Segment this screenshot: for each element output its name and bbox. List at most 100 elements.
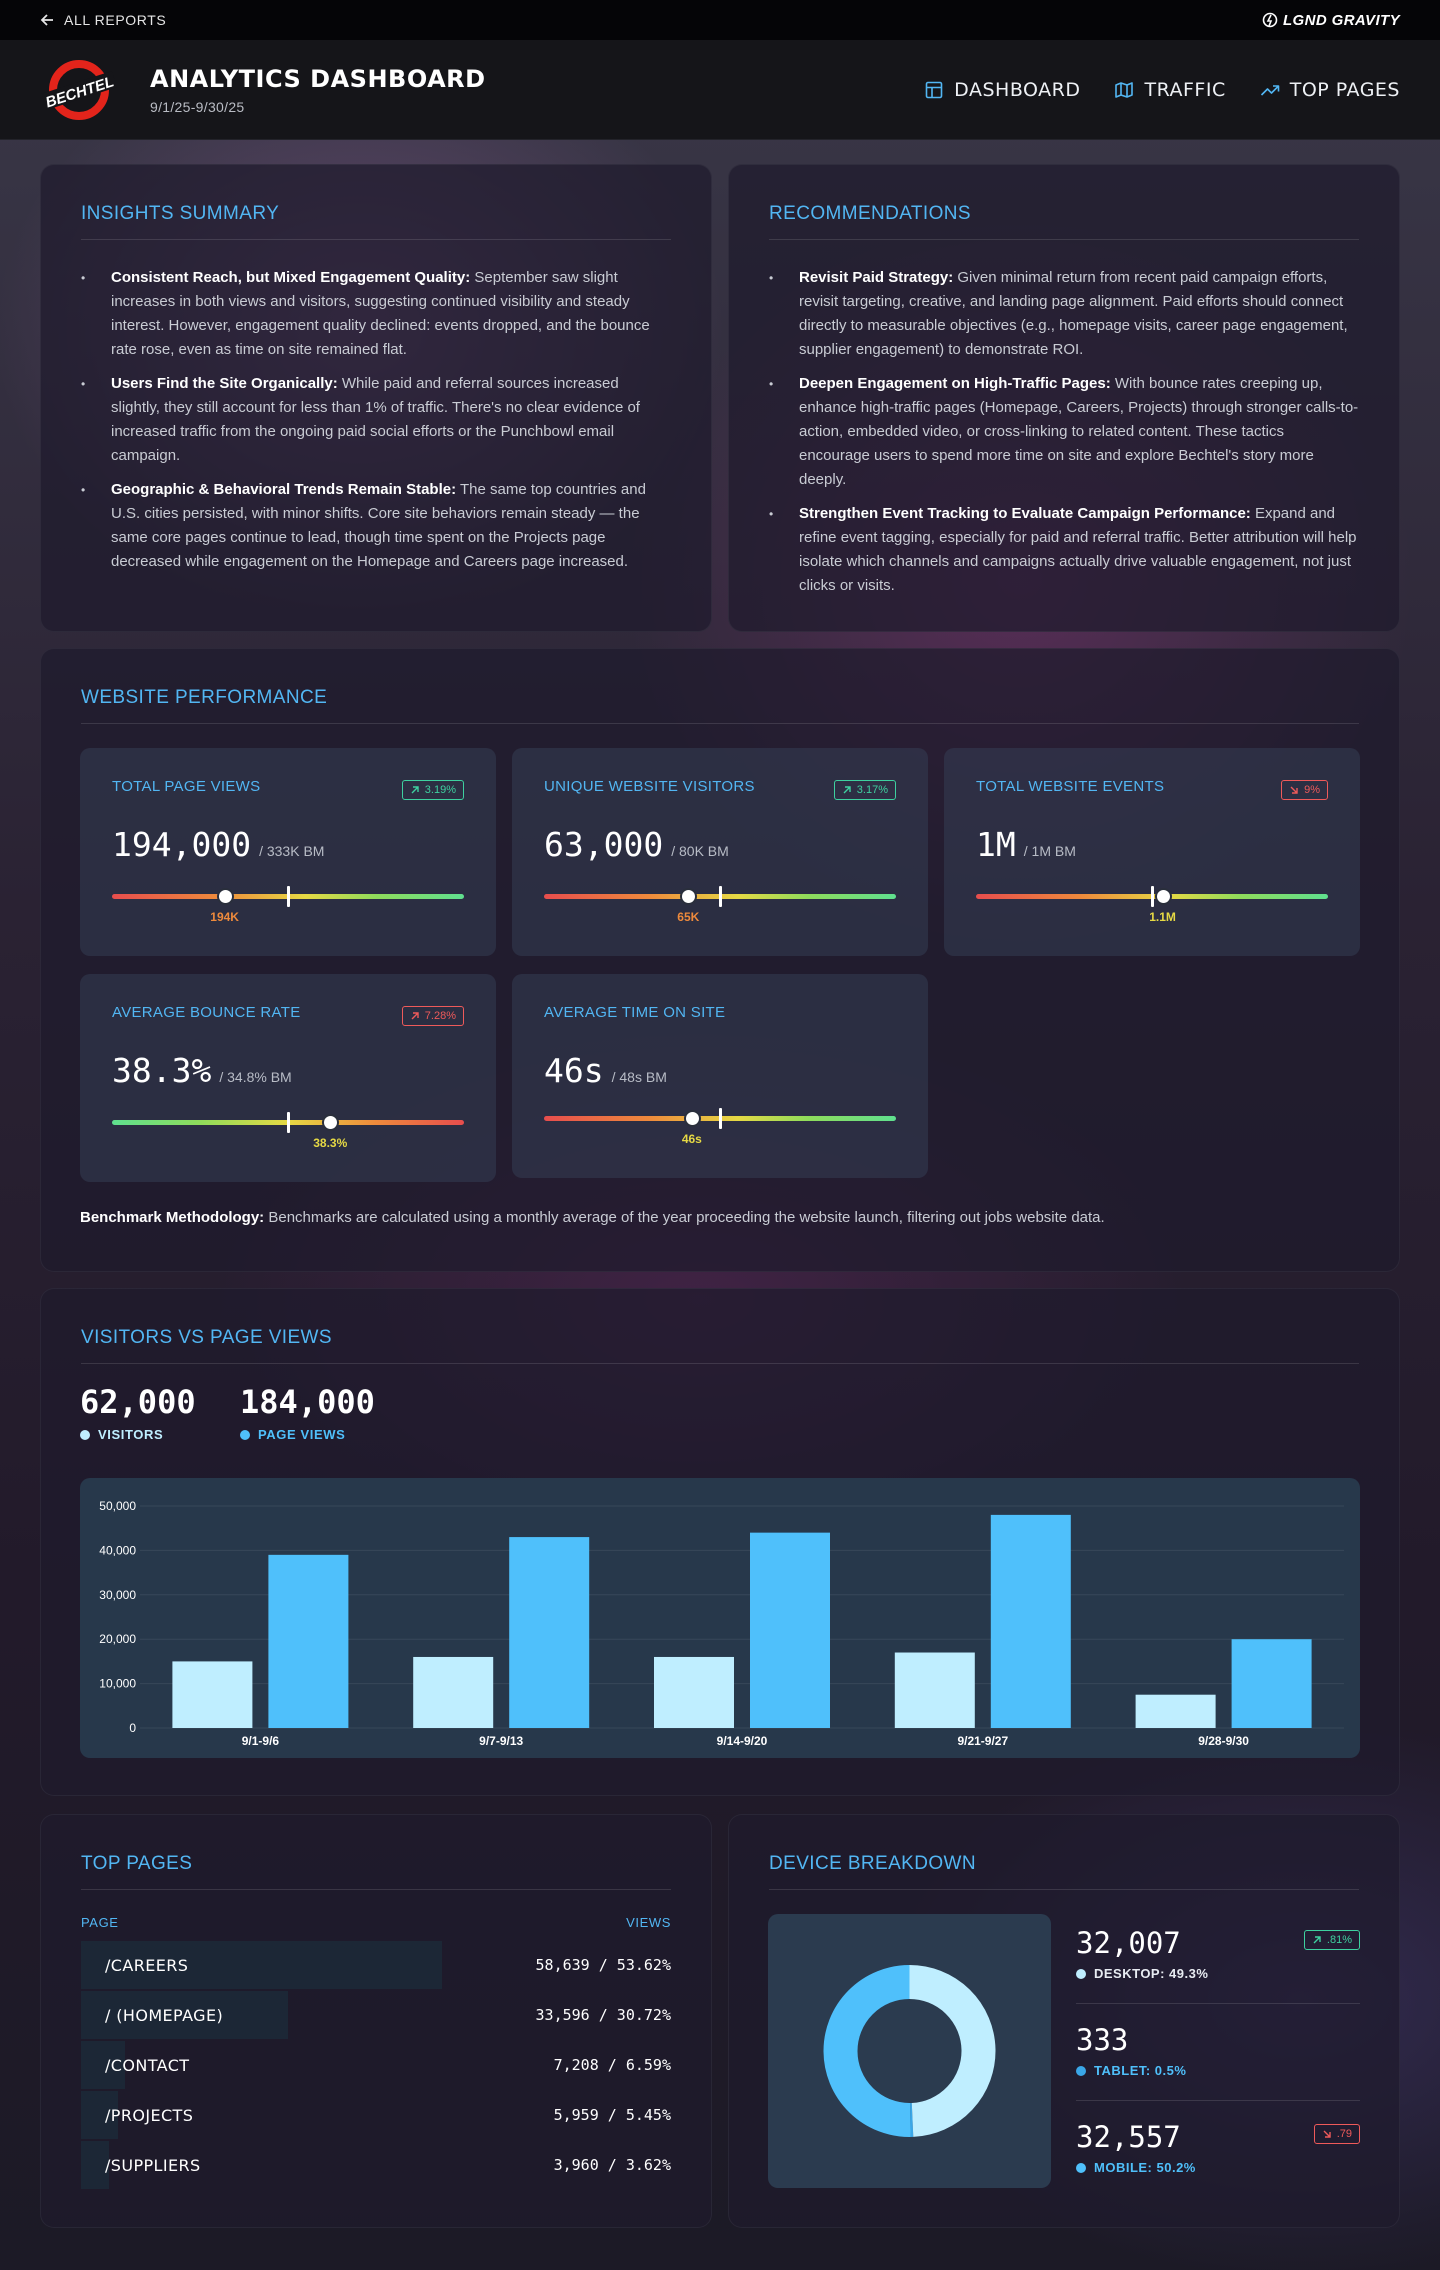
- visitors-bar[interactable]: [1135, 1694, 1216, 1728]
- kpi-label: TOTAL WEBSITE EVENTS: [976, 778, 1165, 795]
- nav-dashboard[interactable]: DASHBOARD: [924, 79, 1080, 101]
- bechtel-logo: BECHTEL: [40, 55, 118, 125]
- gauge-benchmark-marker: [719, 886, 722, 907]
- recommendation-text: With bounce rates creeping up, enhance h…: [799, 375, 1359, 488]
- y-tick-label: 50,000: [99, 1499, 136, 1513]
- kpi-label: AVERAGE TIME ON SITE: [544, 1004, 726, 1021]
- kpi-value: 63,000: [544, 825, 664, 864]
- nav-traffic[interactable]: TRAFFIC: [1114, 79, 1225, 101]
- kpi-delta-value: 7.28%: [424, 1010, 456, 1022]
- arrow-up-right-icon: [1313, 1936, 1321, 1944]
- date-range: 9/1/25-9/30/25: [150, 98, 245, 115]
- desktop-slice[interactable]: [908, 1965, 996, 2137]
- all-reports-link[interactable]: ALL REPORTS: [40, 12, 166, 28]
- page-views-bar[interactable]: [268, 1554, 349, 1728]
- device-value: 333: [1076, 2023, 1129, 2057]
- kpi-gauge: 38.3%: [112, 1112, 464, 1150]
- recommendation-text: Given minimal return from recent paid ca…: [799, 269, 1348, 358]
- top-page-views: 5,959 / 5.45%: [553, 2106, 671, 2124]
- y-tick-label: 30,000: [99, 1588, 136, 1602]
- arrow-up-right-icon: [411, 1012, 419, 1020]
- top-page-path: /CAREERS: [105, 1955, 189, 1975]
- top-page-views: 3,960 / 3.62%: [553, 2156, 671, 2174]
- device-value: 32,557: [1076, 2120, 1181, 2154]
- device-divider: [1076, 2003, 1360, 2004]
- benchmark-methodology: Benchmark Methodology: Benchmarks are ca…: [80, 1209, 1105, 1226]
- map-icon: [1115, 81, 1134, 98]
- x-tick-label: 9/21-9/27: [957, 1734, 1008, 1748]
- nav-traffic-label: TRAFFIC: [1144, 78, 1226, 101]
- insight-text: September saw slight increases in both v…: [111, 269, 650, 358]
- arrow-up-right-icon: [411, 786, 419, 794]
- gauge-value-label: 1.1M: [1149, 910, 1176, 924]
- device-breakdown-title: DEVICE BREAKDOWN: [769, 1853, 1359, 1890]
- top-bar: ALL REPORTS LGND GRAVITY: [0, 0, 1440, 40]
- insight-item: Consistent Reach, but Mixed Engagement Q…: [81, 266, 671, 362]
- recommendation-heading: Strengthen Event Tracking to Evaluate Ca…: [799, 505, 1251, 522]
- device-donut-box: [768, 1914, 1051, 2188]
- kpi-value: 1M: [976, 825, 1016, 864]
- page-views-legend-label: PAGE VIEWS: [258, 1427, 346, 1442]
- top-page-path: /PROJECTS: [105, 2105, 194, 2125]
- insight-text: The same top countries and U.S. cities p…: [111, 481, 646, 570]
- recommendation-item: Revisit Paid Strategy: Given minimal ret…: [769, 266, 1359, 362]
- lgnd-gravity-logo: LGND GRAVITY: [1262, 12, 1400, 29]
- top-page-row[interactable]: /CAREERS 58,639 / 53.62%: [81, 1941, 671, 1989]
- insight-text: While paid and referral sources increase…: [111, 375, 640, 464]
- arrow-up-right-icon: [843, 786, 851, 794]
- top-page-row[interactable]: /PROJECTS 5,959 / 5.45%: [81, 2091, 671, 2139]
- gauge-value-dot: [216, 888, 234, 905]
- visitors-legend-dot: [80, 1429, 90, 1440]
- gauge-value-label: 194K: [210, 910, 239, 924]
- gauge-benchmark-marker: [719, 1108, 722, 1129]
- device-legend-dot: [1076, 2065, 1086, 2076]
- device-delta-value: .79: [1336, 2128, 1352, 2140]
- bar-chart-svg: 0 10,000 20,000 30,000 40,000 50,000 9/1-9/6 9/…: [99, 1499, 1344, 1748]
- insights-summary-title: INSIGHTS SUMMARY: [81, 203, 671, 240]
- page-views-bar[interactable]: [509, 1537, 590, 1728]
- page-views-bar[interactable]: [1231, 1639, 1312, 1728]
- top-page-views: 33,596 / 30.72%: [535, 2006, 671, 2024]
- device-label: DESKTOP: 49.3%: [1094, 1966, 1209, 1981]
- visitors-bar[interactable]: [894, 1652, 975, 1728]
- kpi-delta-badge: 3.19%: [401, 780, 464, 800]
- nav-dashboard-label: DASHBOARD: [954, 78, 1081, 101]
- visitors-bar[interactable]: [654, 1656, 734, 1728]
- desktop-device-stat: 32,007 DESKTOP: 49.3% .81%: [1076, 1926, 1360, 1981]
- kpi-benchmark: / 1M BM: [1023, 843, 1076, 859]
- brand-name: LGND GRAVITY: [1282, 11, 1400, 29]
- visitors-bar[interactable]: [172, 1661, 253, 1728]
- top-page-share-bar: [81, 2141, 109, 2189]
- page-views-bar[interactable]: [750, 1532, 830, 1728]
- page-views-bar[interactable]: [990, 1514, 1071, 1728]
- gauge-value-label: 38.3%: [313, 1136, 348, 1150]
- recommendations-list: Revisit Paid Strategy: Given minimal ret…: [769, 266, 1359, 598]
- top-page-row[interactable]: /SUPPLIERS 3,960 / 3.62%: [81, 2141, 671, 2189]
- recommendation-item: Strengthen Event Tracking to Evaluate Ca…: [769, 502, 1359, 598]
- kpi-value: 38.3%: [112, 1051, 212, 1090]
- top-page-share-bar: [81, 1991, 288, 2039]
- visitors-stat: 62,000 VISITORS: [80, 1383, 196, 1442]
- nav-top-pages[interactable]: TOP PAGES: [1260, 79, 1400, 101]
- kpi-gauge: 46s: [544, 1108, 896, 1146]
- kpi-delta-badge: 9%: [1281, 780, 1328, 800]
- device-divider: [1076, 2100, 1360, 2101]
- top-page-row[interactable]: /CONTACT 7,208 / 6.59%: [81, 2041, 671, 2089]
- kpi-delta-value: 3.17%: [856, 784, 888, 796]
- gauge-value-dot: [683, 1110, 701, 1127]
- visitors-views-chart: 0 10,000 20,000 30,000 40,000 50,000 9/1-9/6 9/…: [80, 1478, 1360, 1758]
- kpi-label: AVERAGE BOUNCE RATE: [112, 1004, 301, 1021]
- x-tick-label: 9/28-9/30: [1198, 1734, 1249, 1748]
- kpi-benchmark: / 48s BM: [611, 1069, 667, 1085]
- device-delta-badge: .79: [1313, 2124, 1360, 2144]
- top-pages-title: TOP PAGES: [81, 1853, 671, 1890]
- mobile-slice[interactable]: [823, 1965, 911, 2137]
- arrow-down-right-icon: [1323, 2130, 1331, 2138]
- insights-summary-panel: INSIGHTS SUMMARY Consistent Reach, but M…: [40, 164, 712, 632]
- gauge-benchmark-marker: [287, 886, 290, 907]
- top-page-share-bar: [81, 2041, 126, 2089]
- top-page-row[interactable]: / (HOMEPAGE) 33,596 / 30.72%: [81, 1991, 671, 2039]
- gravity-mark-icon: [1262, 12, 1278, 28]
- insight-heading: Users Find the Site Organically:: [111, 375, 338, 392]
- visitors-bar[interactable]: [413, 1656, 494, 1728]
